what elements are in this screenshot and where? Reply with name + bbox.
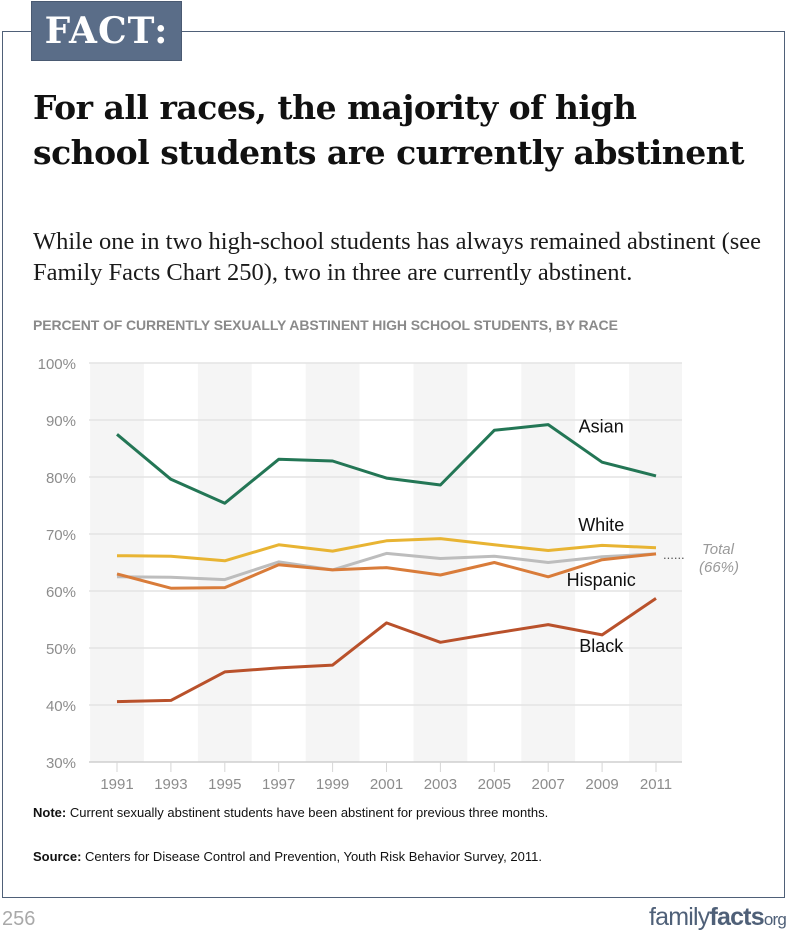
x-tick-label: 2011 xyxy=(640,776,672,793)
annotation-leader: ...... xyxy=(663,547,685,562)
fact-badge: FACT: xyxy=(31,1,182,61)
background-band xyxy=(629,363,682,762)
background-band xyxy=(197,363,252,762)
x-tick-label: 2003 xyxy=(424,776,457,793)
y-tick-label: 90% xyxy=(46,413,76,430)
x-tick-label: 1993 xyxy=(154,776,187,793)
x-tick-label: 1999 xyxy=(316,776,349,793)
series-lines xyxy=(116,423,657,704)
background-band xyxy=(90,363,144,762)
total-annotation: ...... Total(66%) xyxy=(663,541,739,576)
x-tick-label: 1991 xyxy=(100,776,133,793)
y-tick-label: 70% xyxy=(46,527,76,544)
note-label: Note: xyxy=(33,805,67,820)
source-label: Source: xyxy=(33,849,82,864)
logo-facts: facts xyxy=(709,903,764,931)
background-band xyxy=(413,363,468,762)
series-label-black: Black xyxy=(579,636,624,656)
chart-frame xyxy=(2,31,785,898)
series-line-white xyxy=(116,537,657,563)
series-label-white: White xyxy=(578,515,624,535)
y-tick-label: 80% xyxy=(46,470,76,487)
series-label-hispanic: Hispanic xyxy=(567,570,636,590)
x-tick-label: 1995 xyxy=(208,776,241,793)
y-tick-label: 100% xyxy=(38,356,76,373)
x-tick-label: 2007 xyxy=(532,776,565,793)
subhead: While one in two high-school students ha… xyxy=(33,228,762,286)
chart-title: PERCENT OF CURRENTLY SEXUALLY ABSTINENT … xyxy=(33,317,618,333)
background-band xyxy=(305,363,360,762)
x-tick-label: 2001 xyxy=(370,776,403,793)
annotation-total-label: Total xyxy=(702,541,735,558)
series-label-asian: Asian xyxy=(579,417,624,437)
note: Note: Current sexually abstinent student… xyxy=(33,805,548,820)
logo-org: org xyxy=(763,910,787,929)
line-chart: 30%40%50%60%70%80%90%100% 1991 1993 1995 19… xyxy=(38,356,739,793)
y-tick-label: 30% xyxy=(46,755,76,772)
source-text: Centers for Disease Control and Preventi… xyxy=(81,849,542,864)
annotation-total-value: (66%) xyxy=(699,559,739,576)
series-line-asian xyxy=(116,423,657,505)
headline: For all races, the majority of high scho… xyxy=(33,88,744,172)
series-line-hispanic xyxy=(116,552,657,590)
x-tick-label: 2009 xyxy=(585,776,618,793)
y-axis-ticks: 30% 40% 50% 60% 70% 80% 90% 100% xyxy=(38,356,76,772)
familyfacts-logo[interactable]: familyfactsorg xyxy=(648,903,787,932)
y-tick-label: 40% xyxy=(46,698,76,715)
background-bands xyxy=(90,363,682,762)
series-labels: Asian White Hispanic Black xyxy=(567,417,636,656)
source: Source: Centers for Disease Control and … xyxy=(33,849,542,864)
y-tick-label: 60% xyxy=(46,584,76,601)
x-tick-label: 1997 xyxy=(262,776,295,793)
page-number: 256 xyxy=(2,908,36,930)
series-line-total xyxy=(116,551,657,582)
y-tick-label: 50% xyxy=(46,641,76,658)
x-axis-ticks: 1991 1993 1995 1997 1999 2001 2003 2005 2007 2009… xyxy=(100,762,672,793)
series-line-black xyxy=(116,597,657,704)
x-tick-label: 2005 xyxy=(478,776,511,793)
note-text: Current sexually abstinent students have… xyxy=(66,805,549,820)
logo-family: family xyxy=(648,903,710,931)
